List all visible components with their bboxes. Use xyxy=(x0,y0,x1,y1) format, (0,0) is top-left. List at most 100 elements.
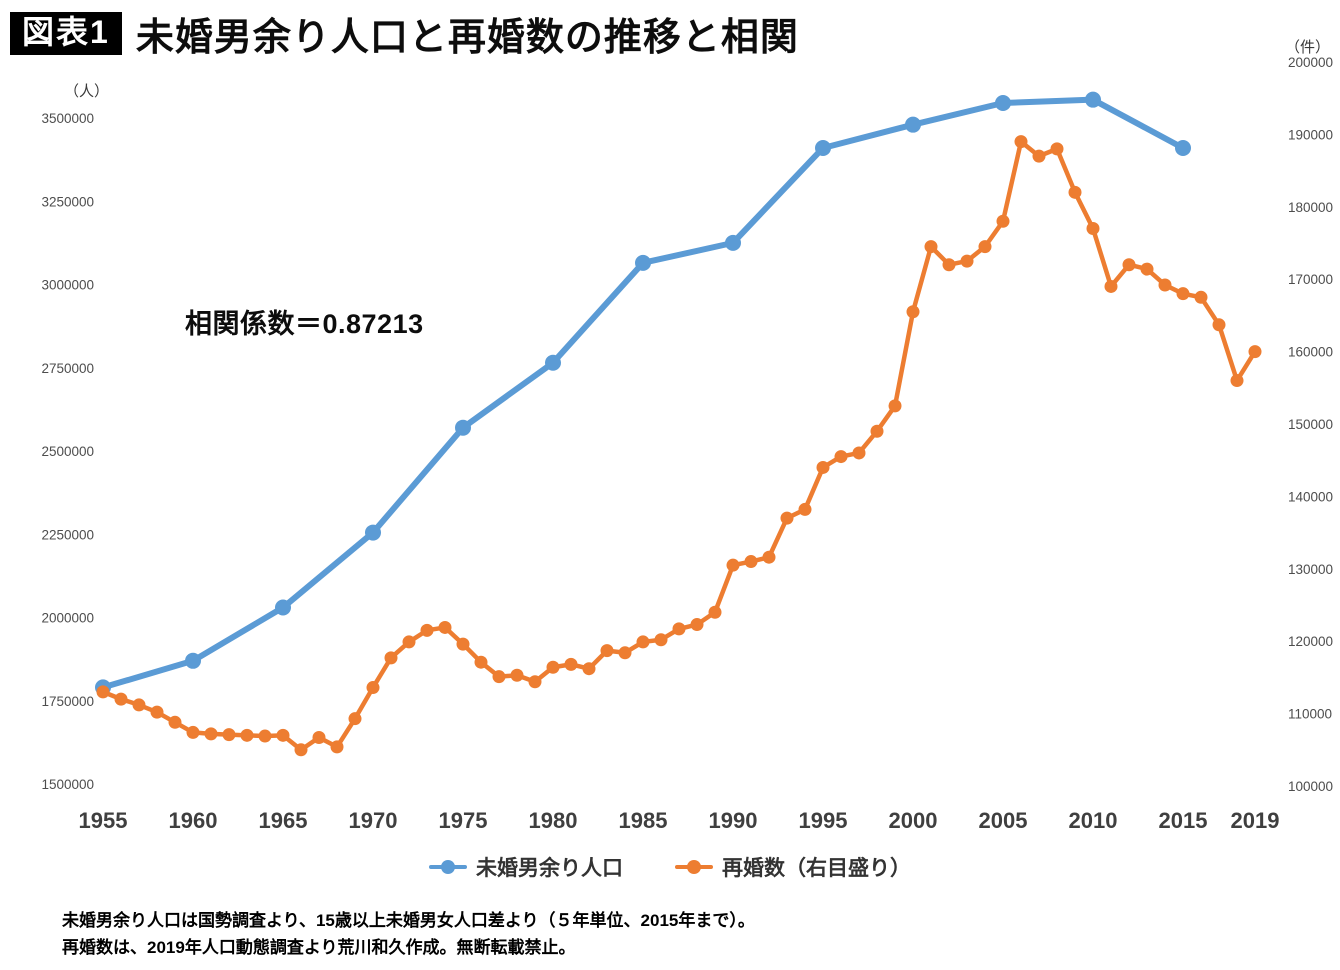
remarriage-count-line-point xyxy=(690,618,704,632)
line-with-marker-icon xyxy=(675,859,713,875)
remarriage-count-line-point xyxy=(168,715,182,729)
remarriage-count-line-point xyxy=(762,550,776,564)
remarriage-count-line-point xyxy=(546,660,560,674)
remarriage-count-line-point xyxy=(294,743,308,757)
source-note-line2: 再婚数は、2019年人口動態調査より荒川和久作成。無断転載禁止。 xyxy=(62,937,576,957)
remarriage-count-line-point xyxy=(978,240,992,254)
remarriage-count-line-point xyxy=(492,670,506,684)
remarriage-count-line-point xyxy=(240,728,254,742)
remarriage-count-line-point xyxy=(348,712,362,726)
page-title: 未婚男余り人口と再婚数の推移と相関 xyxy=(135,17,799,59)
x-axis-tick-label: 1990 xyxy=(709,808,758,833)
remarriage-count-line-point xyxy=(276,728,290,742)
x-axis-tick-label: 1965 xyxy=(259,808,308,833)
remarriage-count-line-point xyxy=(1140,262,1154,276)
remarriage-count-line-point xyxy=(816,460,830,474)
remarriage-count-line-point xyxy=(132,698,146,712)
remarriage-count-line-point xyxy=(906,305,920,319)
unmarried-men-surplus-line-point xyxy=(1085,91,1101,108)
legend-label: 未婚男余り人口 xyxy=(476,857,623,880)
unmarried-men-surplus-line-point xyxy=(275,599,291,616)
unmarried-men-surplus-line-point xyxy=(185,652,201,669)
left-axis-tick-label: 2500000 xyxy=(41,444,94,459)
left-axis-unit-label: （人） xyxy=(64,83,110,100)
remarriage-count-line-point xyxy=(384,651,398,665)
remarriage-count-line-point xyxy=(924,240,938,254)
remarriage-count-line-point xyxy=(258,729,272,743)
remarriage-count-line-point xyxy=(726,558,740,572)
right-axis-tick-label: 190000 xyxy=(1288,127,1333,142)
remarriage-count-line-point xyxy=(996,214,1010,228)
remarriage-count-line-point xyxy=(96,685,110,699)
left-axis-tick-label: 3250000 xyxy=(41,194,94,209)
x-axis-tick-label: 2000 xyxy=(889,808,938,833)
x-axis-tick-label: 2005 xyxy=(979,808,1028,833)
right-axis-tick-label: 130000 xyxy=(1288,562,1333,577)
x-axis-tick-label: 1960 xyxy=(169,808,218,833)
right-axis-tick-label: 200000 xyxy=(1288,55,1333,70)
remarriage-count-line-point xyxy=(744,555,758,569)
remarriage-count-line-point xyxy=(1014,135,1028,149)
unmarried-men-surplus-line-point xyxy=(545,354,561,371)
remarriage-count-line-point xyxy=(1122,258,1136,272)
right-axis-tick-label: 160000 xyxy=(1288,345,1333,360)
remarriage-count-line-point xyxy=(186,725,200,739)
remarriage-count-line-point xyxy=(888,399,902,413)
source-note-line1: 未婚男余り人口は国勢調査より、15歳以上未婚男女人口差より（５年単位、2015年… xyxy=(62,911,755,930)
remarriage-count-line-point xyxy=(1248,345,1262,359)
remarriage-count-line-point xyxy=(1104,279,1118,293)
unmarried-men-surplus-line-point xyxy=(725,234,741,251)
chart-plot: 3500000 3250000 3000000 2750000 2500000 22500… xyxy=(41,55,1333,833)
remarriage-count-line-point xyxy=(366,681,380,695)
remarriage-count-line-point xyxy=(564,657,578,671)
remarriage-count-line-point xyxy=(618,646,632,660)
figure-badge: 図表1 xyxy=(10,11,122,56)
remarriage-count-line-point xyxy=(1032,149,1046,163)
unmarried-men-surplus-line xyxy=(100,96,1186,691)
left-axis-tick-label: 3000000 xyxy=(41,278,94,293)
left-axis-tick-label: 1750000 xyxy=(41,694,94,709)
remarriage-count-line-point xyxy=(204,727,218,741)
remarriage-count-line-point xyxy=(474,655,488,669)
source-note: 未婚男余り人口は国勢調査より、15歳以上未婚男女人口差より（５年単位、2015年… xyxy=(62,908,755,962)
remarriage-count-line-point xyxy=(1068,185,1082,199)
remarriage-count-line-point xyxy=(834,450,848,464)
remarriage-count-line-point xyxy=(1086,222,1100,236)
legend: 未婚男余り人口 再婚数（右目盛り） xyxy=(0,852,1340,882)
left-axis-tick-label: 3500000 xyxy=(41,111,94,126)
x-axis-tick-label: 1975 xyxy=(439,808,488,833)
right-axis-tick-label: 120000 xyxy=(1288,634,1333,649)
x-axis-tick-label: 1980 xyxy=(529,808,578,833)
x-axis-tick-label: 2010 xyxy=(1069,808,1118,833)
remarriage-count-line-point xyxy=(636,635,650,649)
unmarried-men-surplus-line-point xyxy=(635,254,651,271)
remarriage-count-line xyxy=(100,139,1258,753)
unmarried-men-surplus-line-point xyxy=(455,419,471,436)
remarriage-count-line-point xyxy=(654,633,668,647)
x-axis-tick-label: 1995 xyxy=(799,808,848,833)
x-axis-tick-label: 2015 xyxy=(1159,808,1208,833)
legend-item-remarriage: 再婚数（右目盛り） xyxy=(675,852,911,882)
remarriage-count-line-point xyxy=(510,668,524,682)
header: 図表1 未婚男余り人口と再婚数の推移と相関 xyxy=(10,6,799,61)
x-axis-tick-label: 1985 xyxy=(619,808,668,833)
legend-label: 再婚数（右目盛り） xyxy=(722,857,911,880)
remarriage-count-line-point xyxy=(672,622,686,636)
remarriage-count-line-point xyxy=(852,446,866,460)
unmarried-men-surplus-line-point xyxy=(905,116,921,133)
correlation-annotation: 相関係数＝0.87213 xyxy=(185,309,424,339)
left-axis-tick-label: 2250000 xyxy=(41,527,94,542)
left-axis-tick-label: 1500000 xyxy=(41,777,94,792)
remarriage-count-line-point xyxy=(600,644,614,658)
unmarried-men-surplus-line-point xyxy=(365,524,381,541)
right-axis-tick-label: 150000 xyxy=(1288,417,1333,432)
x-axis-tick-label: 2019 xyxy=(1231,808,1280,833)
x-axis-tick-label: 1970 xyxy=(349,808,398,833)
right-axis-tick-label: 100000 xyxy=(1288,779,1333,794)
right-axis-unit-label: （件） xyxy=(1284,39,1330,56)
remarriage-count-line-point xyxy=(1158,278,1172,292)
remarriage-count-line-point xyxy=(438,620,452,634)
remarriage-count-line-point xyxy=(780,511,794,525)
remarriage-count-line-point xyxy=(312,730,326,744)
